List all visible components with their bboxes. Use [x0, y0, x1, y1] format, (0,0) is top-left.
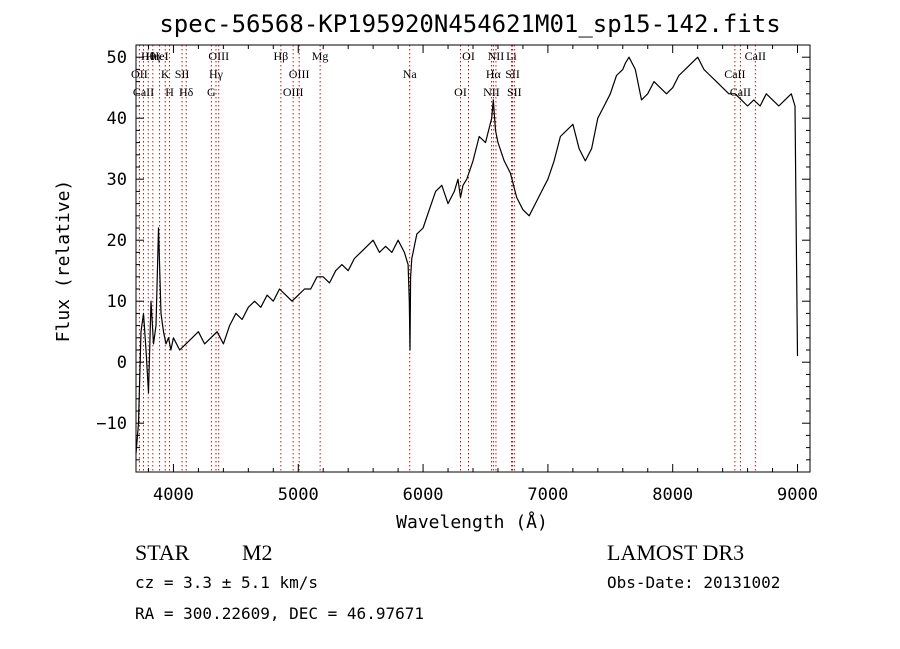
redshift-velocity: cz = 3.3 ± 5.1 km/s	[135, 573, 319, 592]
x-tick-label: 5000	[278, 485, 319, 505]
spectral-line-label: OIII	[289, 67, 310, 81]
spectral-line-label: OI	[454, 85, 467, 99]
spectral-line-label: Hγ	[209, 67, 224, 81]
x-axis-label: Wavelength (Å)	[396, 511, 548, 533]
spectral-line-label: Hβ	[274, 49, 289, 63]
spectral-line-label: NII	[483, 85, 500, 99]
spectral-line-label: OIII	[283, 85, 304, 99]
spectral-line-label: OI	[462, 49, 475, 63]
y-tick-label: 30	[107, 170, 127, 190]
spectral-line-label: Li	[506, 49, 517, 63]
y-tick-label: 40	[107, 109, 127, 129]
x-tick-label: 9000	[777, 485, 818, 505]
observation-date: Obs-Date: 20131002	[607, 573, 781, 592]
spectral-line-label: CaII	[730, 85, 751, 99]
spectral-line-label: OIII	[208, 49, 229, 63]
spectral-line-label: CaII	[133, 85, 154, 99]
spectral-line-label: Hη	[145, 49, 160, 63]
chart-title: spec-56568-KP195920N454621M01_sp15-142.f…	[159, 10, 780, 38]
survey-name: LAMOST DR3	[607, 540, 745, 565]
x-tick-label: 8000	[652, 485, 693, 505]
spectral-line-label: OII	[131, 67, 148, 81]
spectral-line-label: SII	[175, 67, 190, 81]
spectral-line-label: Mg	[312, 49, 329, 63]
spectral-line-label: CaII	[724, 67, 745, 81]
spectral-line-label: SII	[507, 85, 522, 99]
x-tick-label: 7000	[527, 485, 568, 505]
y-tick-label: 20	[107, 231, 127, 251]
spectral-line-label: HeI	[151, 49, 169, 63]
object-subclass: M2	[242, 540, 273, 565]
y-tick-label: 50	[107, 48, 127, 68]
coordinates: RA = 300.22609, DEC = 46.97671	[135, 604, 424, 623]
spectrum-line	[135, 56, 799, 454]
x-tick-label: 6000	[403, 485, 444, 505]
y-tick-label: −10	[96, 414, 127, 434]
x-tick-label: 4000	[153, 485, 194, 505]
spectral-line-label: NII	[488, 49, 505, 63]
spectral-line-label: Hδ	[179, 85, 194, 99]
spectral-line-label: CaII	[745, 49, 766, 63]
plot-frame	[135, 44, 811, 473]
y-tick-label: 0	[117, 353, 127, 373]
spectral-line-label: SII	[505, 67, 520, 81]
spectral-line-label: H	[165, 85, 174, 99]
spectral-line-label: Hα	[486, 67, 502, 81]
y-axis-label: Flux (relative)	[53, 180, 74, 343]
spectral-line-label: G	[207, 85, 216, 99]
object-class: STAR	[135, 540, 190, 565]
spectral-line-label: K	[161, 67, 170, 81]
y-tick-label: 10	[107, 292, 127, 312]
spectral-line-label: Na	[403, 67, 418, 81]
spectral-line-label: Hθ	[141, 49, 156, 63]
